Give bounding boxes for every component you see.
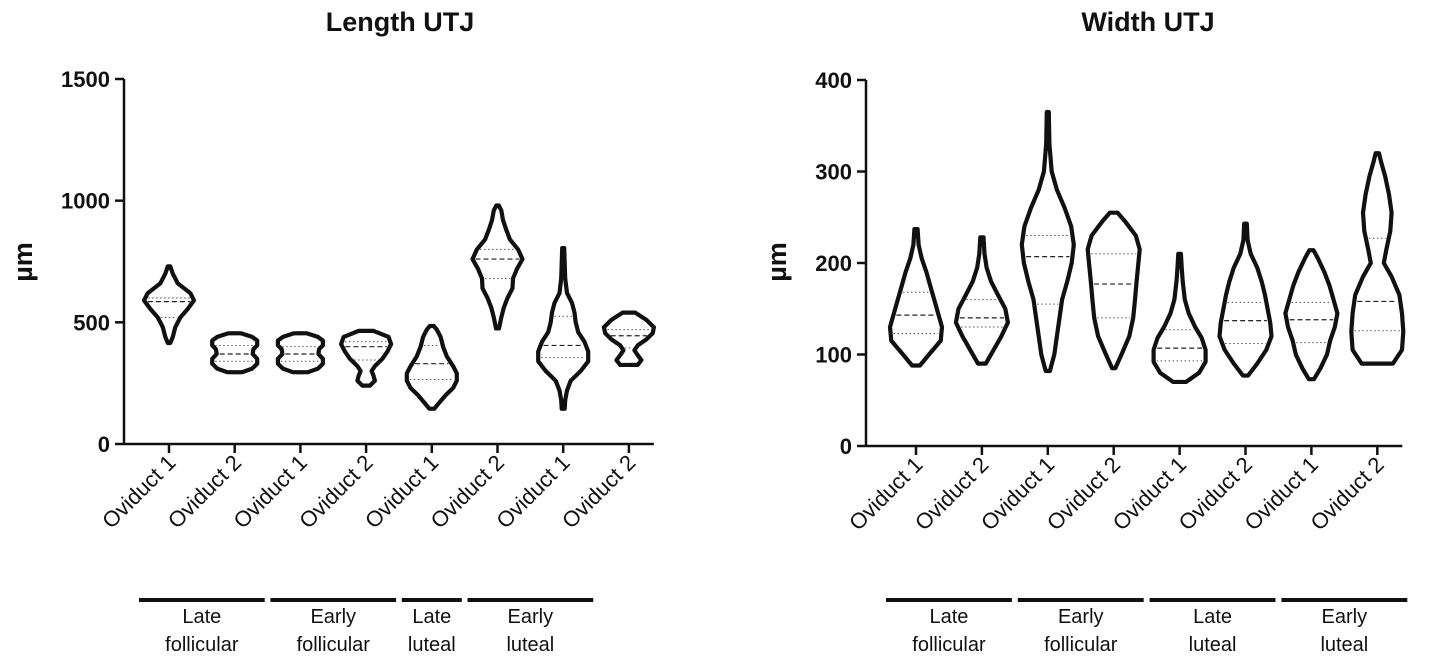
violin <box>275 331 325 375</box>
y-axis-label: µm <box>762 242 792 282</box>
group-label: Late <box>929 606 968 628</box>
group-label: luteal <box>408 634 456 656</box>
y-tick-label: 1000 <box>61 189 110 214</box>
violin <box>887 227 945 368</box>
violin <box>601 310 656 368</box>
violin <box>1019 109 1076 374</box>
group-label: follicular <box>297 634 371 656</box>
group-label: Late <box>182 606 221 628</box>
violin <box>210 331 260 375</box>
violin <box>404 323 459 411</box>
chart-title: Length UTJ <box>326 7 475 37</box>
y-tick-label: 400 <box>815 68 852 93</box>
y-tick-label: 1500 <box>61 67 110 92</box>
group-label: luteal <box>1189 634 1237 656</box>
group-label: Early <box>508 606 554 628</box>
violin <box>470 203 525 331</box>
violin <box>141 264 197 346</box>
group-label: Early <box>1322 606 1368 628</box>
violin <box>339 328 394 388</box>
y-tick-label: 0 <box>98 432 110 457</box>
y-tick-label: 500 <box>73 310 110 335</box>
y-axis-label: µm <box>8 242 38 282</box>
group-label: follicular <box>912 634 986 656</box>
violin <box>1085 210 1142 371</box>
violin <box>1151 251 1208 385</box>
x-tick-label: Oviduct 2 <box>1305 452 1388 535</box>
y-tick-label: 300 <box>815 160 852 185</box>
group-label: Early <box>1058 606 1104 628</box>
violin <box>1283 248 1340 382</box>
group-label: Early <box>310 606 356 628</box>
group-label: Late <box>1193 606 1232 628</box>
group-label: luteal <box>1320 634 1368 656</box>
group-label: follicular <box>1044 634 1118 656</box>
violin <box>1349 151 1406 366</box>
chart-title: Width UTJ <box>1081 7 1214 37</box>
group-label: Late <box>412 606 451 628</box>
y-tick-label: 200 <box>815 251 852 276</box>
y-tick-label: 100 <box>815 343 852 368</box>
group-label: luteal <box>506 634 554 656</box>
y-tick-label: 0 <box>840 434 852 459</box>
violin <box>953 235 1010 366</box>
group-label: follicular <box>165 634 239 656</box>
violin <box>1217 221 1274 378</box>
violin <box>536 246 591 411</box>
